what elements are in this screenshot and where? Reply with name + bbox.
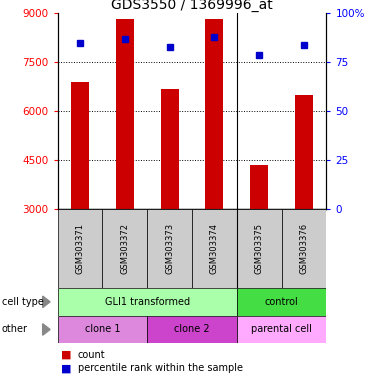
Text: GLI1 transformed: GLI1 transformed: [105, 297, 190, 307]
Bar: [237, 209, 282, 288]
Text: ■: ■: [61, 350, 72, 360]
Bar: [58, 288, 237, 316]
Text: count: count: [78, 350, 105, 360]
Bar: [147, 209, 192, 288]
Text: parental cell: parental cell: [251, 324, 312, 334]
Bar: [71, 82, 89, 209]
Text: clone 2: clone 2: [174, 324, 210, 334]
Text: cell type: cell type: [2, 297, 44, 307]
Bar: [282, 209, 326, 288]
Text: GSM303374: GSM303374: [210, 223, 219, 274]
Bar: [192, 209, 237, 288]
Text: control: control: [265, 297, 299, 307]
Bar: [237, 316, 326, 343]
Bar: [58, 316, 147, 343]
Bar: [237, 288, 326, 316]
Bar: [206, 19, 223, 209]
Bar: [116, 19, 134, 209]
Text: other: other: [2, 324, 28, 334]
Bar: [147, 316, 237, 343]
Text: GSM303371: GSM303371: [75, 223, 85, 274]
Bar: [58, 209, 102, 288]
Title: GDS3550 / 1369996_at: GDS3550 / 1369996_at: [111, 0, 273, 12]
Text: clone 1: clone 1: [85, 324, 120, 334]
Bar: [161, 88, 178, 209]
Text: GSM303373: GSM303373: [165, 223, 174, 274]
Text: GSM303376: GSM303376: [299, 223, 309, 274]
Text: ■: ■: [61, 363, 72, 373]
Bar: [295, 95, 313, 209]
Text: GSM303372: GSM303372: [120, 223, 129, 274]
Text: percentile rank within the sample: percentile rank within the sample: [78, 363, 243, 373]
Text: GSM303375: GSM303375: [255, 223, 264, 274]
Bar: [102, 209, 147, 288]
Bar: [250, 165, 268, 209]
